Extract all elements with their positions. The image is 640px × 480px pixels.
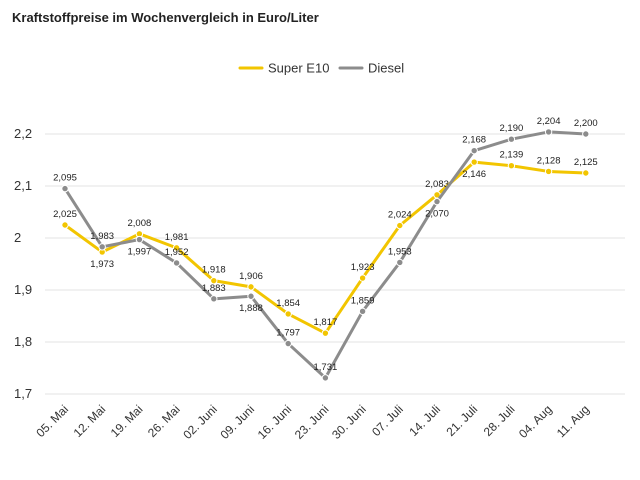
data-label: 1,973	[90, 259, 114, 270]
data-point	[358, 307, 367, 316]
data-label: 1,854	[276, 298, 300, 309]
y-tick-label: 2,2	[14, 126, 32, 141]
data-label: 2,128	[537, 155, 561, 166]
y-tick-label: 1,9	[14, 282, 32, 297]
legend-label-diesel: Diesel	[368, 61, 404, 76]
data-label: 2,200	[574, 118, 598, 129]
series-diesel: 2,095 1,983 1,997 1,952 1,883 1,888 1,797 1,731…	[53, 116, 598, 382]
x-tick-label: 11. Aug	[554, 402, 592, 440]
legend-label-super-e10: Super E10	[268, 61, 329, 76]
data-label: 1,888	[239, 303, 263, 314]
y-tick-label: 2	[14, 230, 21, 245]
y-tick-label: 1,8	[14, 334, 32, 349]
grid	[45, 133, 625, 395]
x-tick-label: 16. Juni	[255, 402, 295, 442]
data-label: 2,083	[425, 179, 449, 190]
x-tick-label: 14. Juli	[406, 402, 443, 439]
data-label: 2,168	[462, 135, 486, 146]
data-point	[61, 221, 69, 229]
data-point	[135, 235, 144, 244]
x-tick-label: 26. Mai	[145, 402, 183, 440]
data-point	[544, 128, 553, 136]
x-tick-label: 04. Aug	[516, 402, 555, 441]
data-label: 2,095	[53, 173, 77, 184]
data-label: 1,981	[165, 232, 189, 243]
legend-item-super-e10: Super E10	[238, 61, 329, 76]
data-point	[358, 274, 367, 282]
y-axis: 1,7 1,8 1,9 2 2,1 2,2	[14, 126, 32, 401]
data-label: 1,923	[351, 262, 375, 273]
data-point	[433, 197, 441, 206]
x-tick-label: 21. Juli	[444, 402, 481, 439]
y-tick-label: 1,7	[14, 386, 32, 401]
data-label: 1,953	[388, 246, 412, 257]
legend: Super E10 Diesel	[238, 61, 404, 76]
data-label: 2,025	[53, 209, 77, 220]
series-super-e10: 2,025 1,973 2,008 1,981 1,918 1,906 1,854 1,817…	[53, 150, 598, 337]
data-point	[321, 329, 330, 337]
data-point	[544, 167, 553, 176]
data-label: 2,070	[425, 209, 449, 220]
x-tick-label: 19. Mai	[108, 402, 146, 440]
x-tick-label: 23. Juni	[292, 402, 332, 442]
data-label: 1,817	[314, 317, 338, 328]
chart-title: Kraftstoffpreise im Wochenvergleich in E…	[12, 10, 319, 25]
data-label: 2,008	[128, 218, 152, 229]
x-tick-label: 12. Mai	[71, 402, 109, 440]
data-point	[284, 339, 292, 348]
legend-item-diesel: Diesel	[338, 61, 404, 76]
data-point	[172, 259, 181, 267]
x-tick-label: 07. Juli	[369, 402, 406, 439]
data-point	[507, 135, 516, 143]
data-label: 2,146	[462, 169, 486, 180]
data-point	[247, 283, 255, 291]
series: 2,025 1,973 2,008 1,981 1,918 1,906 1,854 1,817…	[53, 116, 598, 382]
x-tick-label: 28. Juli	[481, 402, 518, 439]
data-point	[210, 276, 218, 285]
data-point	[396, 258, 404, 267]
data-point	[582, 130, 590, 138]
x-tick-label: 05. Mai	[33, 402, 71, 440]
x-tick-label: 02. Juni	[180, 402, 220, 442]
data-point	[247, 292, 255, 300]
x-tick-label: 30. Juni	[329, 402, 369, 442]
data-label: 2,139	[500, 150, 524, 161]
data-point	[210, 295, 218, 303]
data-point	[396, 221, 404, 230]
data-point	[507, 162, 516, 170]
data-label: 1,952	[165, 247, 189, 258]
data-label: 2,204	[537, 116, 561, 127]
data-label: 2,024	[388, 210, 412, 221]
data-point	[172, 244, 181, 252]
data-label: 1,797	[276, 328, 300, 339]
data-point	[470, 158, 478, 166]
x-tick-label: 09. Juni	[218, 402, 258, 442]
data-point	[98, 243, 106, 251]
y-tick-label: 2,1	[14, 178, 32, 193]
data-label: 1,983	[90, 231, 114, 242]
data-point	[284, 310, 292, 318]
data-label: 1,918	[202, 265, 226, 276]
data-point	[321, 374, 330, 382]
data-label: 2,125	[574, 157, 598, 168]
data-label: 2,190	[500, 123, 524, 134]
data-label: 1,997	[128, 247, 152, 258]
data-label: 1,883	[202, 283, 226, 294]
data-label: 1,906	[239, 271, 263, 282]
data-point	[582, 169, 590, 177]
data-point	[61, 184, 69, 193]
data-label: 1,731	[314, 362, 338, 373]
data-point	[470, 146, 478, 155]
data-label: 1,859	[351, 295, 375, 306]
